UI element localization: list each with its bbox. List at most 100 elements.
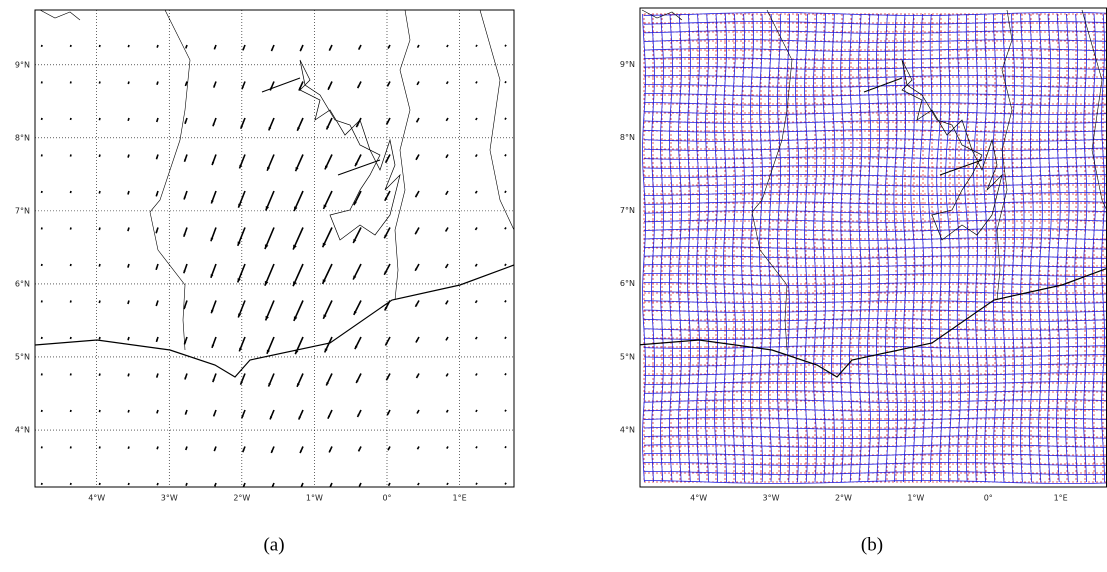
mesh-line [643, 57, 1107, 61]
arrow-head [272, 484, 274, 487]
arrow-head [156, 193, 158, 197]
mesh-line [643, 462, 1106, 466]
arrow-head [385, 159, 388, 163]
arrow-head [446, 44, 449, 47]
arrow-head [41, 190, 43, 193]
arrow-head [41, 300, 43, 303]
mesh-line [840, 13, 845, 483]
arrow-head [241, 86, 244, 90]
mesh-line [643, 470, 1107, 475]
arrow-head [293, 316, 298, 321]
mesh-line [644, 93, 1107, 97]
y-tick-label: 8°N [620, 133, 635, 142]
arrow-head [99, 482, 101, 485]
arrow-head [99, 373, 101, 376]
arrow-head [213, 413, 216, 417]
arrow-head [475, 81, 478, 84]
x-tick-label: 3°W [763, 494, 780, 503]
arrow-head [214, 47, 216, 50]
mesh-line [963, 13, 970, 483]
arrow-head [475, 373, 478, 376]
mesh-line [1011, 13, 1016, 483]
arrow-head [504, 117, 507, 120]
y-tick-label: 6°N [620, 279, 635, 288]
arrow-head [265, 315, 269, 321]
arrow-head [329, 48, 332, 51]
arrow-head [128, 483, 130, 486]
arrow-head [417, 447, 420, 450]
arrow-head [242, 47, 245, 51]
mesh-line [644, 282, 1107, 286]
y-tick-label: 9°N [15, 60, 30, 69]
x-tick-label: 3°W [161, 494, 178, 503]
arrow-head [386, 121, 389, 125]
arrow-head [267, 166, 271, 171]
mesh-line [643, 300, 1107, 304]
arrow-head [156, 45, 159, 48]
arrow-head [183, 233, 186, 237]
arrow-head [323, 204, 327, 209]
arrow-head [445, 192, 448, 195]
arrow-head [415, 339, 419, 343]
arrow-head [504, 263, 507, 266]
mesh-line [643, 408, 1107, 412]
arrow-head [324, 165, 328, 170]
arrow-head [504, 300, 507, 303]
mesh-line [1038, 13, 1043, 483]
arrow-head [41, 482, 43, 485]
arrow-head [446, 118, 449, 121]
mesh-line [893, 13, 898, 483]
y-tick-label: 5°N [620, 352, 635, 361]
arrow-head [330, 484, 332, 487]
arrow-head [294, 206, 298, 212]
mesh-line [643, 264, 1106, 268]
mesh-line [643, 318, 1107, 322]
mesh-line [669, 13, 673, 483]
y-tick-label: 5°N [15, 352, 30, 361]
arrow-head [265, 206, 270, 211]
arrow-head [358, 448, 361, 452]
arrow-head [183, 306, 186, 310]
arrow-head [504, 190, 507, 193]
arrow-head [128, 81, 130, 84]
arrow-head [475, 154, 478, 157]
arrow-head [504, 227, 507, 230]
arrow-head [127, 301, 130, 305]
mesh-line [643, 435, 1107, 439]
mesh-line [643, 336, 1107, 340]
arrow-head [127, 374, 130, 377]
arrow-head [70, 373, 72, 376]
arrow-head [242, 449, 245, 453]
arrow-head [475, 446, 478, 449]
arrow-head [415, 231, 418, 235]
arrow-head [70, 117, 72, 120]
arrow-head [156, 303, 158, 306]
mesh-line [643, 165, 1107, 169]
arrow-head [300, 450, 303, 454]
arrow-head [384, 271, 387, 275]
arrow-head [156, 82, 159, 85]
mesh-line [992, 14, 997, 483]
arrow-head [99, 410, 101, 413]
mesh-line [1092, 13, 1097, 483]
arrow-head [99, 154, 101, 157]
arrow-head [41, 409, 43, 412]
panel-caption: (a) [263, 534, 284, 555]
panel-frame [34, 9, 515, 488]
arrow-head [504, 336, 507, 339]
arrow-head [388, 483, 391, 486]
mesh-line [643, 309, 1107, 313]
arrow-head [243, 484, 246, 487]
arrow-head [213, 85, 216, 88]
arrow-head [156, 156, 159, 160]
arrow-head [475, 300, 478, 303]
mesh-line [643, 156, 1107, 160]
mesh-line [643, 228, 1107, 232]
arrow-head [127, 338, 130, 341]
arrow-head [293, 281, 297, 287]
arrow-head [417, 82, 419, 85]
map-panel [40, 44, 507, 487]
arrow-head [445, 229, 448, 232]
arrow-head [385, 342, 388, 346]
arrow-head [415, 157, 419, 160]
